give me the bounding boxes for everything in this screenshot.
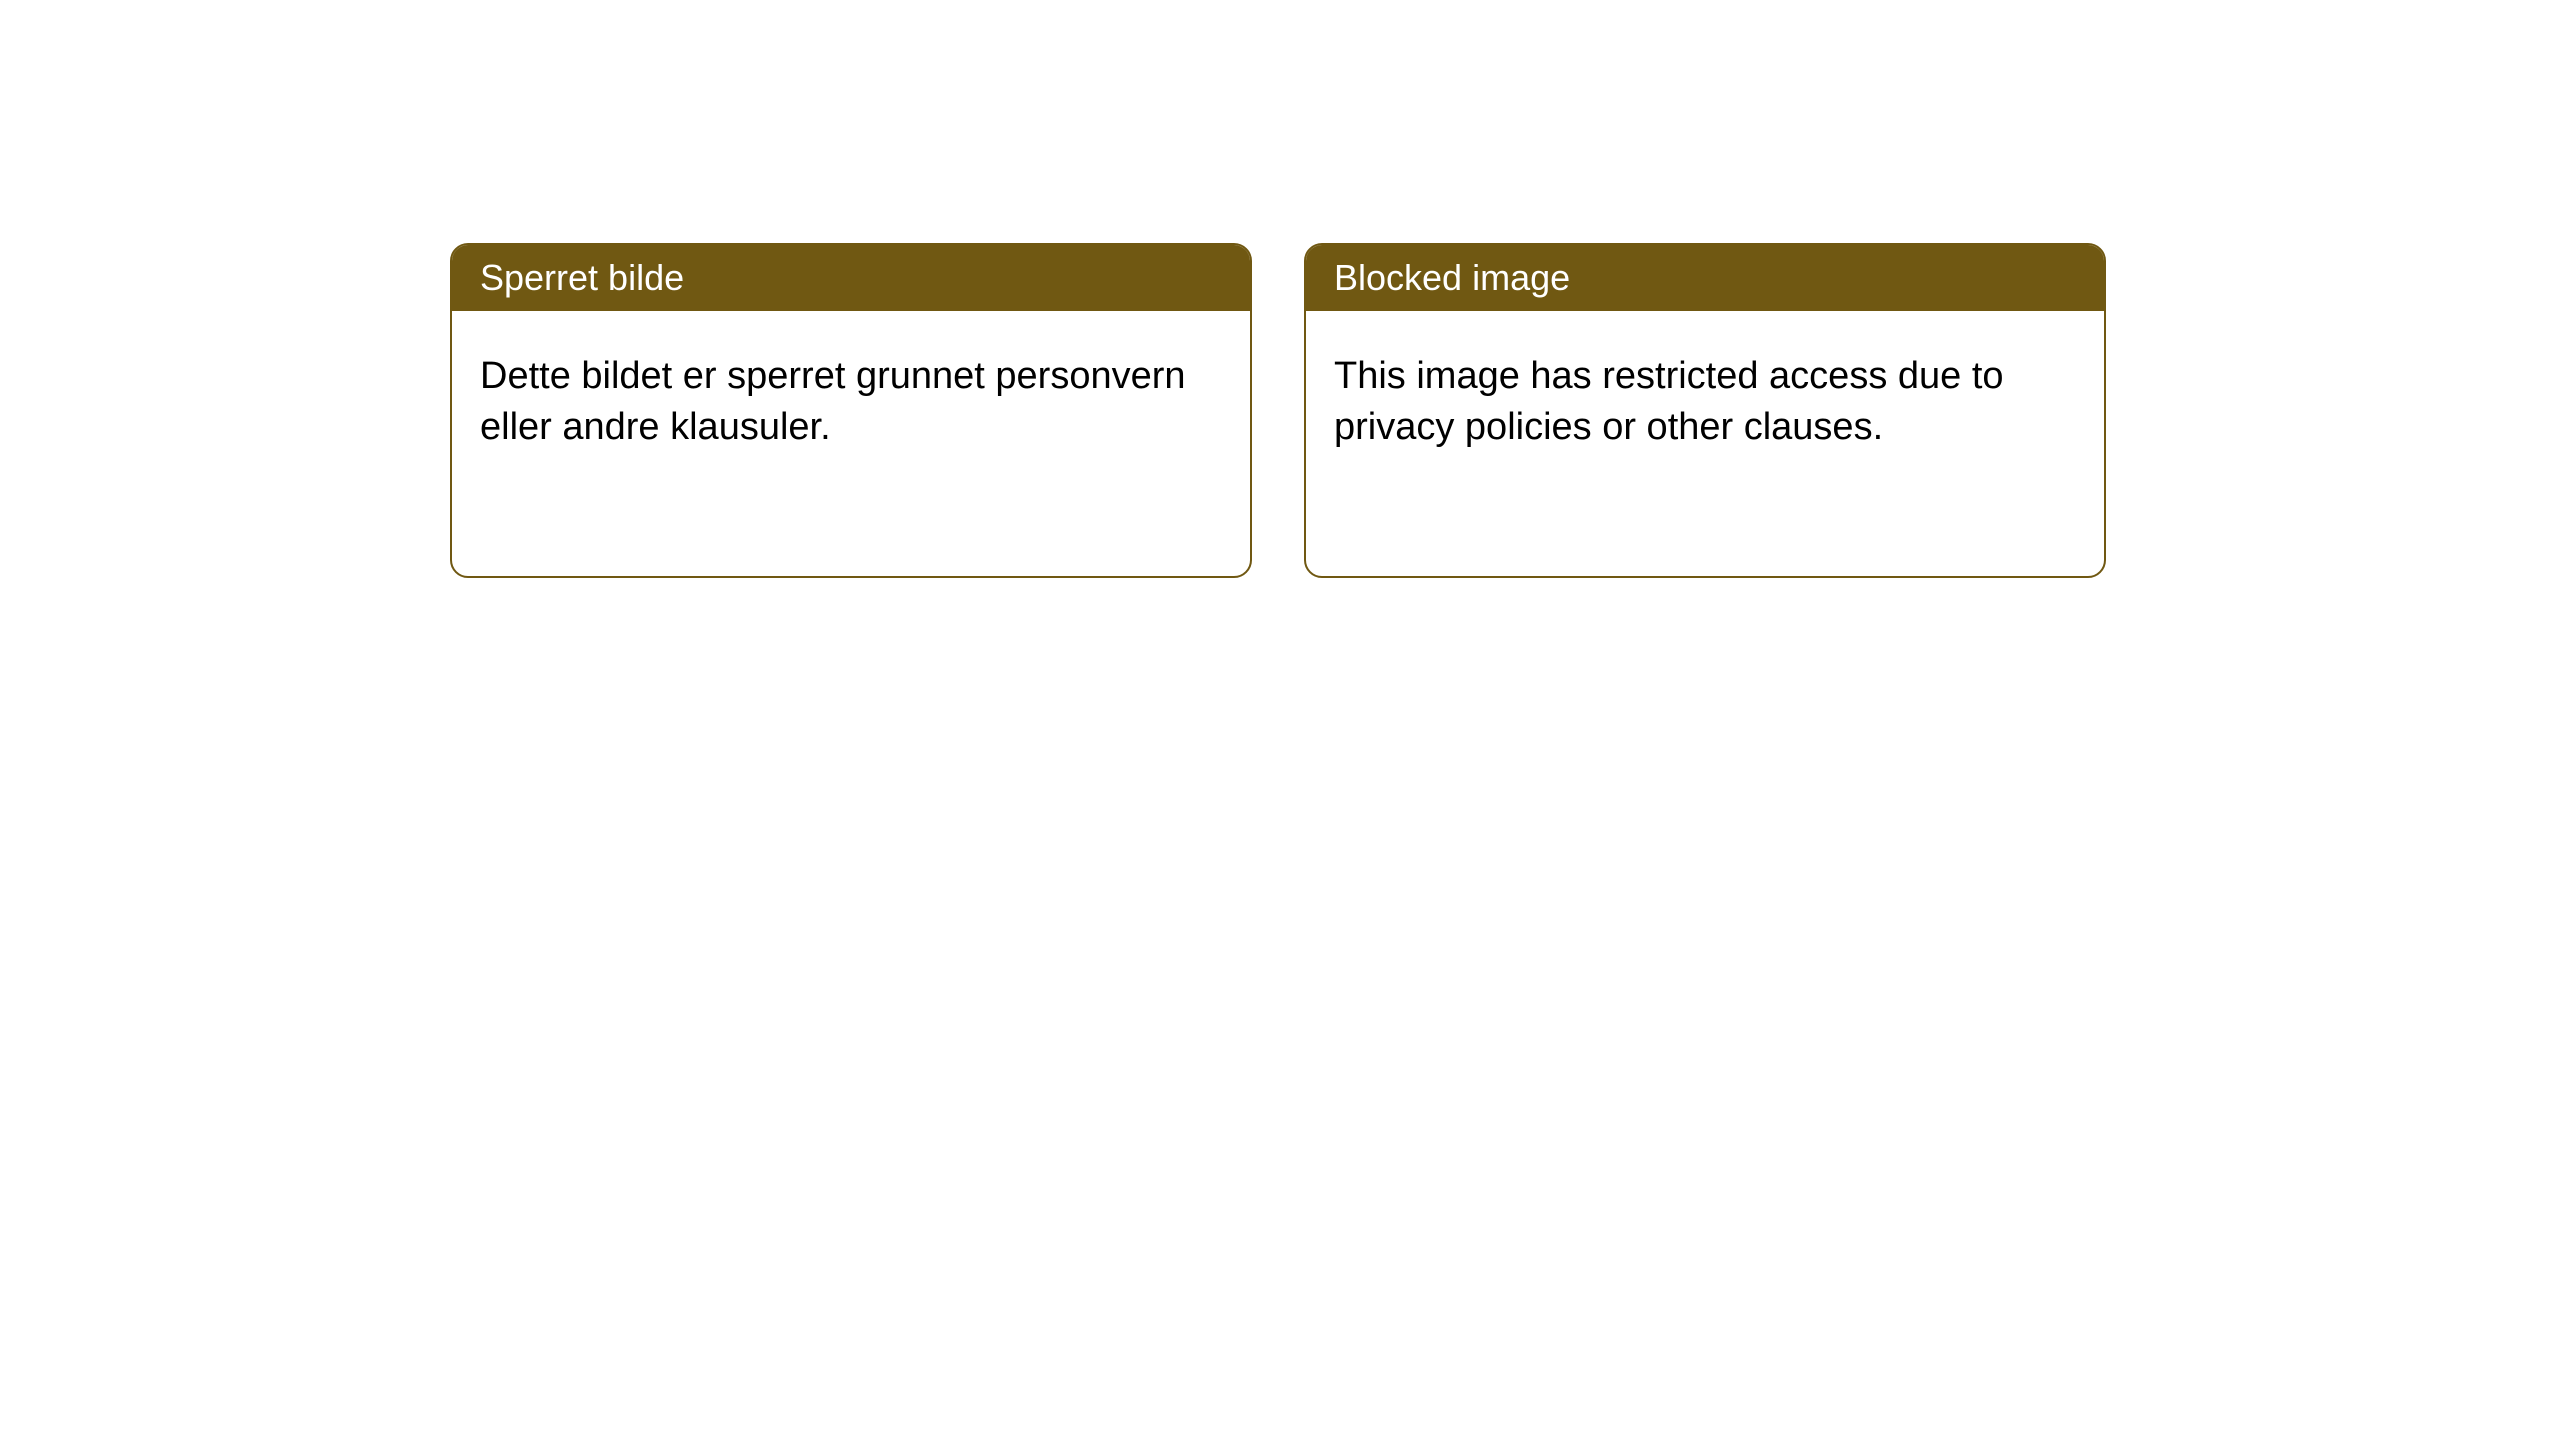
notice-header-english: Blocked image (1306, 245, 2104, 311)
notice-header-norwegian: Sperret bilde (452, 245, 1250, 311)
notice-title-norwegian: Sperret bilde (480, 257, 684, 298)
notice-title-english: Blocked image (1334, 257, 1570, 298)
notice-card-english: Blocked image This image has restricted … (1304, 243, 2106, 578)
notice-body-norwegian: Dette bildet er sperret grunnet personve… (452, 311, 1250, 494)
notice-card-norwegian: Sperret bilde Dette bildet er sperret gr… (450, 243, 1252, 578)
notice-message-norwegian: Dette bildet er sperret grunnet personve… (480, 355, 1186, 448)
notice-message-english: This image has restricted access due to … (1334, 355, 2004, 448)
notice-body-english: This image has restricted access due to … (1306, 311, 2104, 494)
blocked-image-notices: Sperret bilde Dette bildet er sperret gr… (450, 243, 2106, 578)
